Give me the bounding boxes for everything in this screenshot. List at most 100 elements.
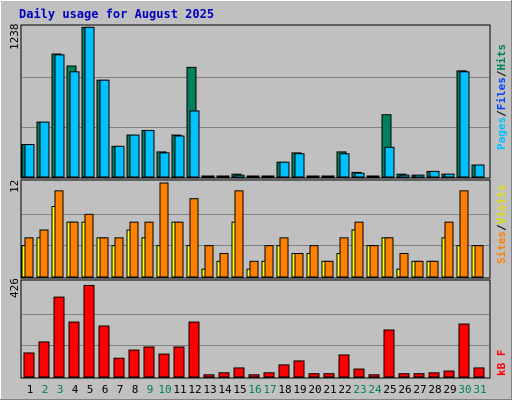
bar-kb-f-day-9 [143,346,155,378]
bar-kb-f-day-19 [293,360,305,378]
day-label: 15 [233,383,246,396]
bar-kb-f-day-6 [98,325,110,378]
day-label: 20 [308,383,321,396]
day-label: 26 [398,383,411,396]
bar-visits-day-14 [219,253,229,278]
bar-files-day-30 [459,71,470,178]
bar-files-day-9 [144,129,155,178]
day-label: 7 [117,383,124,396]
hits-files-panel-frame [20,24,491,179]
sites-visits-ymax-label: 12 [8,180,21,193]
day-label: 19 [293,383,306,396]
day-label: 30 [458,383,471,396]
bar-visits-day-24 [369,245,379,278]
bar-files-day-11 [174,135,185,178]
day-label: 10 [158,383,171,396]
day-label: 23 [353,383,366,396]
legend-hits: Hits [495,44,508,71]
bar-files-day-18 [279,161,290,178]
bar-files-day-6 [99,79,110,178]
bar-visits-day-28 [429,260,439,278]
sites-visits-legend: Sites/Visits [495,185,508,265]
bar-kb-f-day-24 [368,374,380,378]
bar-visits-day-20 [309,245,319,278]
bar-visits-day-21 [324,260,334,278]
day-label: 6 [102,383,109,396]
bar-files-day-27 [414,174,425,178]
bar-files-day-23 [354,172,365,178]
day-label: 14 [218,383,232,396]
bar-files-day-7 [114,145,125,178]
bar-kb-f-day-5 [83,284,95,378]
day-label: 12 [188,383,201,396]
legend-sites: Sites [495,231,508,264]
bar-visits-day-19 [294,253,304,278]
day-label: 11 [173,383,186,396]
bar-visits-day-11 [174,221,184,278]
bar-visits-day-3 [54,190,64,278]
bar-files-day-24 [369,175,380,178]
bar-kb-f-day-29 [443,370,455,378]
hits-files-ymax-label: 1238 [8,24,21,51]
bar-visits-day-22 [339,237,349,278]
bar-visits-day-8 [129,221,139,278]
bar-kb-f-day-12 [188,321,200,378]
day-label: 28 [428,383,441,396]
bar-kb-f-day-17 [263,372,275,378]
bar-visits-day-27 [414,260,424,278]
day-label: 13 [203,383,216,396]
bar-visits-day-13 [204,245,214,278]
bar-kb-f-day-23 [353,368,365,378]
bar-visits-day-25 [384,237,394,278]
bar-kb-f-day-22 [338,354,350,378]
bar-files-day-5 [84,26,95,178]
kbytes-legend: kB F [495,350,508,377]
bar-kb-f-day-3 [53,296,65,378]
bar-visits-day-18 [279,237,289,278]
day-label: 1 [27,383,34,396]
bar-visits-day-31 [474,245,484,278]
bar-visits-day-2 [39,229,49,278]
bar-visits-day-10 [159,182,169,278]
day-label: 24 [368,383,382,396]
bar-kb-f-day-2 [38,341,50,378]
bar-kb-f-day-20 [308,373,320,378]
bar-visits-day-30 [459,190,469,278]
bar-files-day-26 [399,174,410,178]
bar-kb-f-day-30 [458,323,470,378]
bar-files-day-25 [384,146,395,178]
bar-kb-f-day-14 [218,372,230,378]
bar-visits-day-12 [189,198,199,278]
bar-kb-f-day-8 [128,349,140,378]
bar-visits-day-1 [24,237,34,278]
bar-kb-f-day-7 [113,357,125,378]
bar-visits-day-4 [69,221,79,278]
day-label: 29 [443,383,456,396]
day-label: 5 [87,383,94,396]
bar-visits-day-23 [354,221,364,278]
day-label: 9 [147,383,154,396]
bar-kb-f-day-18 [278,364,290,378]
day-label: 2 [42,383,49,396]
bar-visits-day-26 [399,253,409,278]
bar-kb-f-day-21 [323,373,335,378]
day-label: 25 [383,383,396,396]
bar-kb-f-day-11 [173,346,185,378]
bar-files-day-19 [294,153,305,178]
day-label: 16 [248,383,261,396]
bar-files-day-10 [159,152,170,178]
bar-kb-f-day-27 [413,373,425,378]
bar-visits-day-29 [444,221,454,278]
bar-visits-day-7 [114,237,124,278]
bar-files-day-8 [129,134,140,178]
day-label: 18 [278,383,291,396]
bar-kb-f-day-10 [158,353,170,378]
legend-files: Files [495,77,508,110]
bar-kb-f-day-16 [248,374,260,378]
day-label: 31 [473,383,486,396]
bar-files-day-20 [309,175,320,178]
day-label: 8 [132,383,139,396]
bar-visits-day-15 [234,190,244,278]
